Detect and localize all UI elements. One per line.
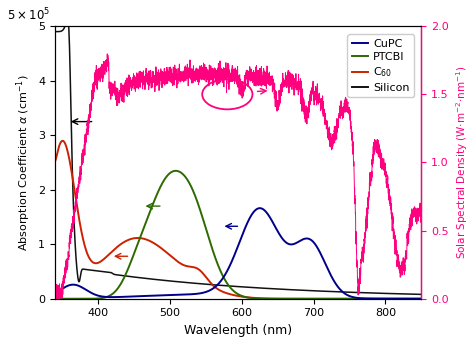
Legend: CuPC, PTCBI, C$_{60}$, Silicon: CuPC, PTCBI, C$_{60}$, Silicon — [347, 34, 413, 97]
Text: $5\times10^5$: $5\times10^5$ — [7, 7, 51, 23]
Y-axis label: Solar Spectral Density (W$\cdot$m$^{-2}$$\cdot$nm$^{-1}$): Solar Spectral Density (W$\cdot$m$^{-2}$… — [453, 66, 469, 259]
Y-axis label: Absorption Coefficient $\alpha$ (cm$^{-1}$): Absorption Coefficient $\alpha$ (cm$^{-1… — [14, 74, 32, 251]
X-axis label: Wavelength (nm): Wavelength (nm) — [184, 324, 292, 337]
